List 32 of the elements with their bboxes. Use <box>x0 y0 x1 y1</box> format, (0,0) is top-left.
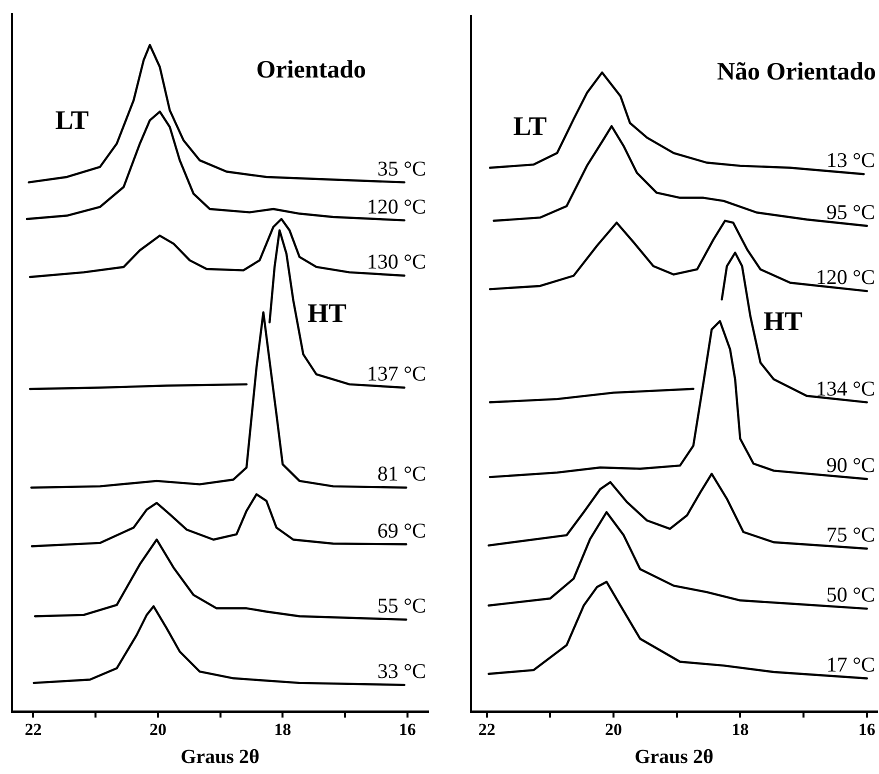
x-tick-label: 20 <box>605 720 622 740</box>
series-label: 90 °C <box>826 452 875 477</box>
series-label: 69 °C <box>377 518 426 542</box>
x-tick-label: 16 <box>858 720 876 740</box>
x-axis-title: Graus 2θ <box>180 746 260 768</box>
x-tick-label: 18 <box>274 720 292 740</box>
annotation: HT <box>763 306 803 336</box>
x-tick-label: 18 <box>732 720 749 740</box>
annotation: LT <box>513 110 547 141</box>
series-label: 137 °C <box>366 362 426 386</box>
annotation: LT <box>55 104 89 135</box>
series-label: 17 °C <box>826 652 875 676</box>
series-label: 130 °C <box>366 250 426 274</box>
chart-title: Não Orientado <box>716 58 876 86</box>
series-label: 55 °C <box>377 594 426 618</box>
x-tick-label: 22 <box>478 720 496 740</box>
series-label: 81 °C <box>377 462 426 486</box>
series-label: 35 °C <box>377 156 426 180</box>
x-tick-label: 16 <box>398 720 416 740</box>
series-label: 95 °C <box>826 200 875 224</box>
x-axis-title: Graus 2θ <box>634 746 714 768</box>
series-label: 13 °C <box>826 148 875 172</box>
series-label: 50 °C <box>826 582 875 607</box>
series-label: 120 °C <box>816 265 875 290</box>
series-label: 120 °C <box>366 194 426 218</box>
series-label: 134 °C <box>816 376 875 400</box>
x-tick-label: 20 <box>149 720 166 740</box>
x-tick-label: 22 <box>24 720 42 740</box>
chart-title: Orientado <box>256 56 366 84</box>
series-label: 75 °C <box>826 522 875 547</box>
series-label: 33 °C <box>377 658 426 683</box>
annotation: HT <box>307 298 347 328</box>
